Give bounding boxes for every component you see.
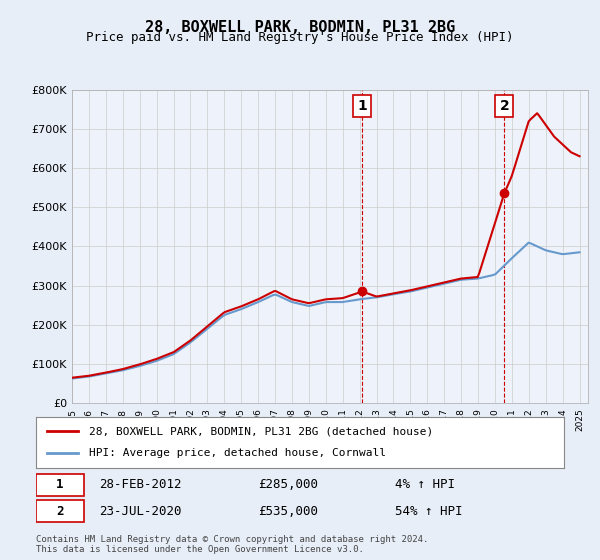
FancyBboxPatch shape bbox=[36, 500, 83, 522]
Text: 28, BOXWELL PARK, BODMIN, PL31 2BG: 28, BOXWELL PARK, BODMIN, PL31 2BG bbox=[145, 20, 455, 35]
Text: 54% ↑ HPI: 54% ↑ HPI bbox=[395, 505, 463, 518]
Text: 28-FEB-2012: 28-FEB-2012 bbox=[100, 478, 182, 492]
Text: 2: 2 bbox=[56, 505, 64, 518]
Text: Price paid vs. HM Land Registry's House Price Index (HPI): Price paid vs. HM Land Registry's House … bbox=[86, 31, 514, 44]
Text: 28, BOXWELL PARK, BODMIN, PL31 2BG (detached house): 28, BOXWELL PARK, BODMIN, PL31 2BG (deta… bbox=[89, 426, 433, 436]
FancyBboxPatch shape bbox=[36, 474, 83, 496]
Text: 1: 1 bbox=[56, 478, 64, 492]
Text: HPI: Average price, detached house, Cornwall: HPI: Average price, detached house, Corn… bbox=[89, 449, 386, 459]
Text: 23-JUL-2020: 23-JUL-2020 bbox=[100, 505, 182, 518]
Text: 2: 2 bbox=[499, 99, 509, 113]
Text: £535,000: £535,000 bbox=[258, 505, 318, 518]
Text: £285,000: £285,000 bbox=[258, 478, 318, 492]
Text: 1: 1 bbox=[357, 99, 367, 113]
Text: 4% ↑ HPI: 4% ↑ HPI bbox=[395, 478, 455, 492]
Text: Contains HM Land Registry data © Crown copyright and database right 2024.
This d: Contains HM Land Registry data © Crown c… bbox=[36, 535, 428, 554]
